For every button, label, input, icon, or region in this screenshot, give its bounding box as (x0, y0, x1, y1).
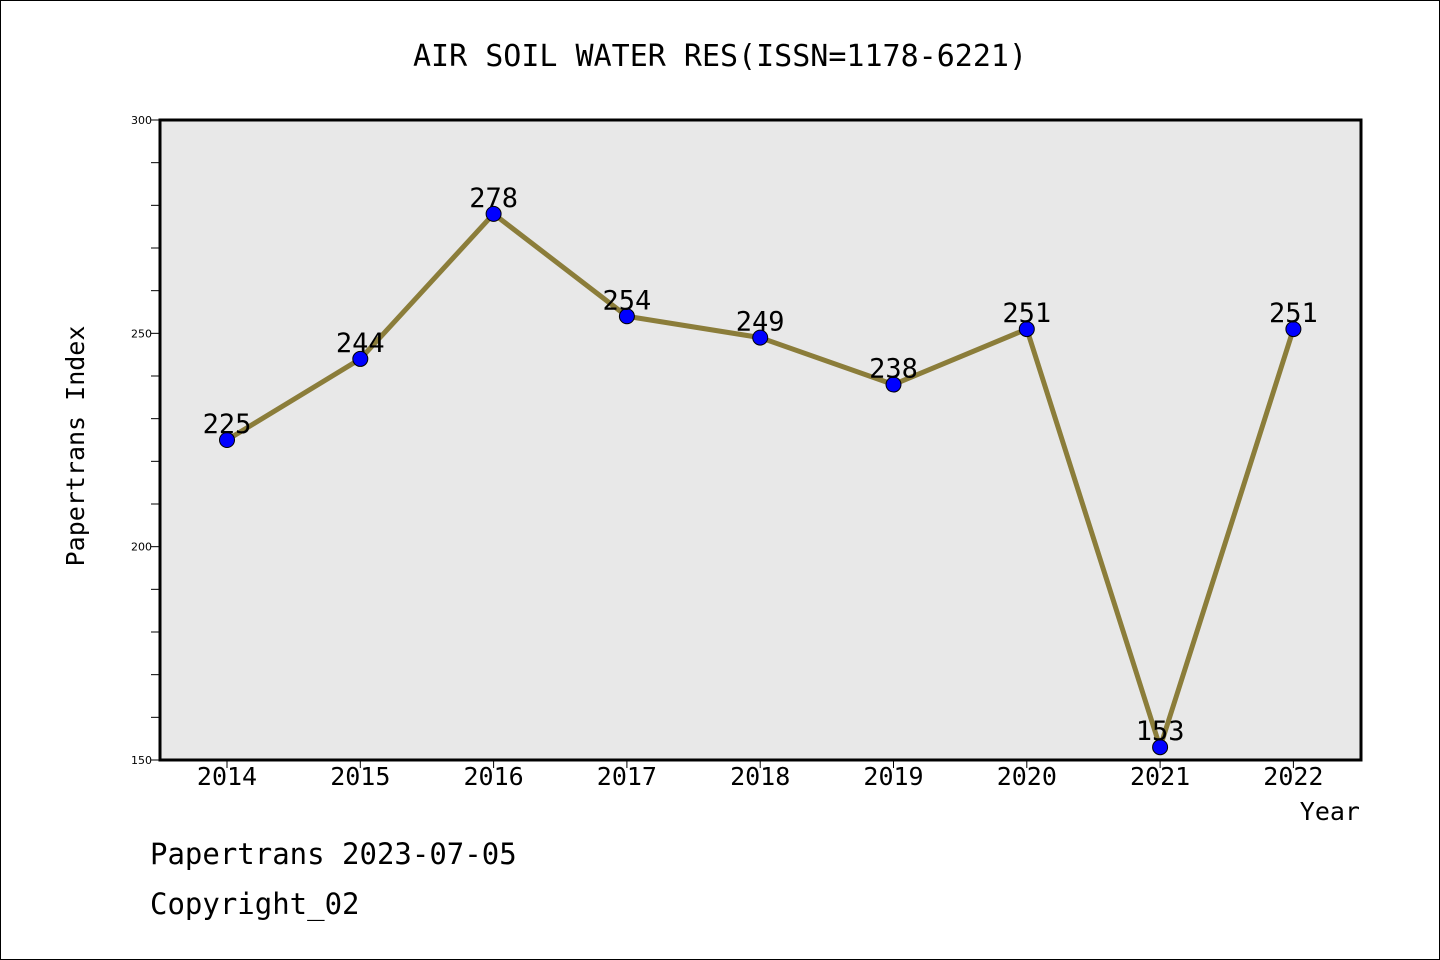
x-tick-label: 2017 (597, 762, 657, 791)
data-label: 238 (869, 354, 918, 385)
data-point (1285, 321, 1302, 338)
data-point (219, 432, 235, 448)
footer-copyright: Copyright_02 (150, 887, 360, 922)
data-label: 244 (336, 328, 385, 359)
data-point (752, 329, 769, 346)
x-axis-ticks (226, 760, 1294, 768)
plot-area (158, 118, 1363, 762)
x-axis-label: Year (1300, 797, 1360, 826)
y-tick-label: 300 (131, 114, 152, 127)
data-label: 249 (736, 307, 785, 338)
x-tick-label: 2019 (863, 762, 923, 791)
data-label: 225 (203, 409, 252, 440)
data-point (618, 308, 635, 325)
chart-title: AIR SOIL WATER RES(ISSN=1178-6221) (413, 39, 1027, 74)
x-axis-tick-labels: 2014 2015 2016 2017 2018 2019 2020 2021 2022 (197, 762, 1324, 791)
data-label: 153 (1136, 716, 1185, 747)
data-point (1018, 321, 1035, 338)
y-axis-label: Papertrans Index (61, 326, 90, 567)
x-tick-label: 2015 (330, 762, 390, 791)
x-tick-label: 2020 (997, 762, 1057, 791)
x-tick-label: 2014 (197, 762, 257, 791)
data-label: 251 (1002, 298, 1051, 329)
y-axis-tick-labels: 150 200 250 300 (131, 114, 152, 767)
y-tick-label: 250 (131, 327, 152, 340)
data-points (219, 205, 1302, 756)
data-point (885, 376, 902, 393)
y-tick-label: 200 (131, 541, 152, 554)
data-point (352, 350, 369, 367)
data-label: 278 (469, 183, 518, 214)
x-tick-label: 2018 (730, 762, 790, 791)
data-label: 254 (603, 285, 652, 316)
data-point (485, 205, 502, 222)
y-axis-ticks (151, 119, 160, 761)
data-label: 251 (1269, 298, 1318, 329)
footer-date: Papertrans 2023-07-05 (150, 837, 517, 871)
x-tick-label: 2021 (1130, 762, 1190, 791)
x-tick-label: 2016 (463, 762, 523, 791)
x-tick-label: 2022 (1263, 762, 1323, 791)
y-tick-label: 150 (131, 754, 152, 767)
data-labels: 225 244 278 254 249 238 251 153 251 (203, 183, 1318, 747)
data-point (1152, 739, 1169, 756)
